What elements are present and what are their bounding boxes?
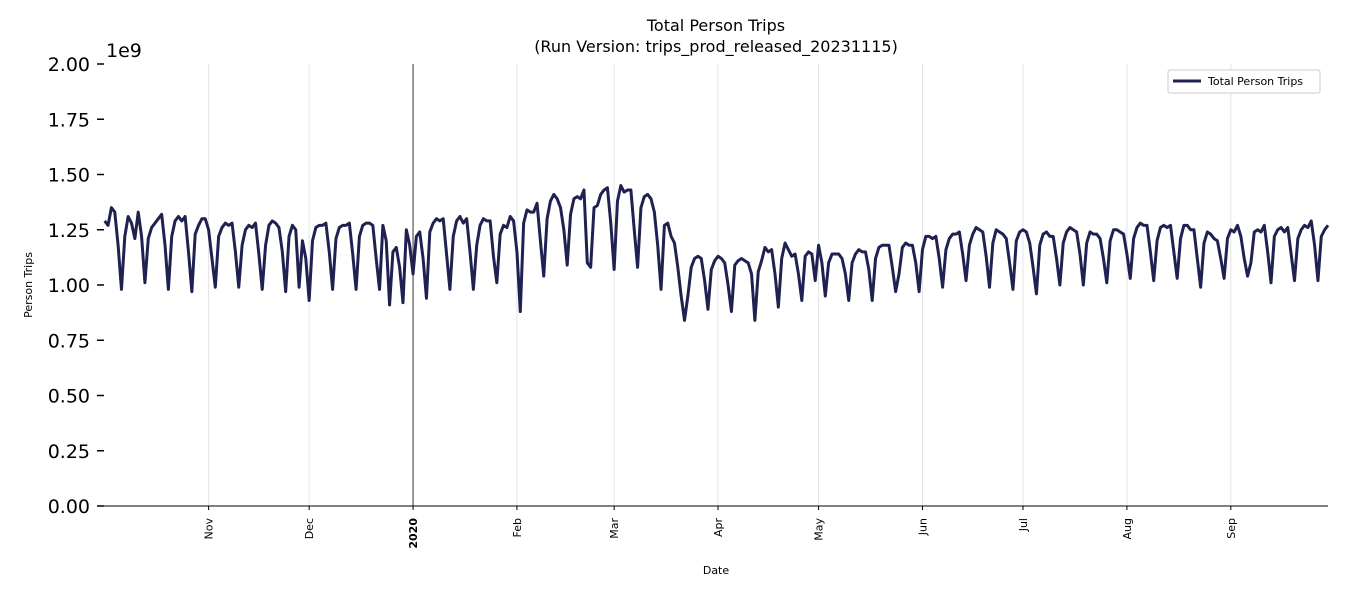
legend: Total Person Trips [1167, 69, 1321, 94]
x-tick-label: Mar [608, 518, 621, 539]
y-tick-label: 0.75 [48, 330, 90, 352]
y-axis-label: Person Trips [22, 252, 35, 318]
x-tick-label: Sep [1225, 518, 1238, 539]
x-axis: Nov Dec 2020 Feb Mar Apr May Jun Jul Aug Sep [203, 506, 1238, 549]
gridlines [208, 64, 1232, 506]
y-tick-label: 0.00 [48, 496, 90, 518]
y-tick-label: 1.75 [48, 109, 90, 131]
x-tick-label: Jun [916, 518, 929, 536]
x-axis-label: Date [703, 564, 730, 577]
y-tick-label: 0.25 [48, 441, 90, 463]
x-tick-label: May [813, 518, 826, 541]
x-tick-label: Apr [712, 518, 725, 538]
y-tick-label: 2.00 [48, 54, 90, 76]
x-tick-label: Feb [511, 518, 524, 537]
y-tick-label: 1.50 [48, 165, 90, 187]
y-tick-label: 0.50 [48, 386, 90, 408]
y-offset-label: 1e9 [106, 40, 142, 62]
x-tick-label: Aug [1121, 518, 1134, 539]
chart-subtitle: (Run Version: trips_prod_released_202311… [534, 37, 898, 57]
y-axis: 0.00 0.25 0.50 0.75 1.00 1.25 1.50 1.75 2.00 [48, 54, 104, 518]
x-tick-label: Nov [203, 518, 216, 540]
legend-box [1167, 69, 1321, 94]
x-tick-label: Jul [1017, 518, 1030, 532]
series-line-total-person-trips [103, 184, 1330, 322]
chart-title: Total Person Trips [646, 16, 785, 35]
y-tick-label: 1.25 [48, 220, 90, 242]
y-tick-label: 1.00 [48, 275, 90, 297]
legend-entry: Total Person Trips [1207, 75, 1303, 88]
x-tick-label: 2020 [407, 518, 420, 549]
x-tick-label: Dec [303, 518, 316, 539]
series-group [103, 184, 1330, 322]
